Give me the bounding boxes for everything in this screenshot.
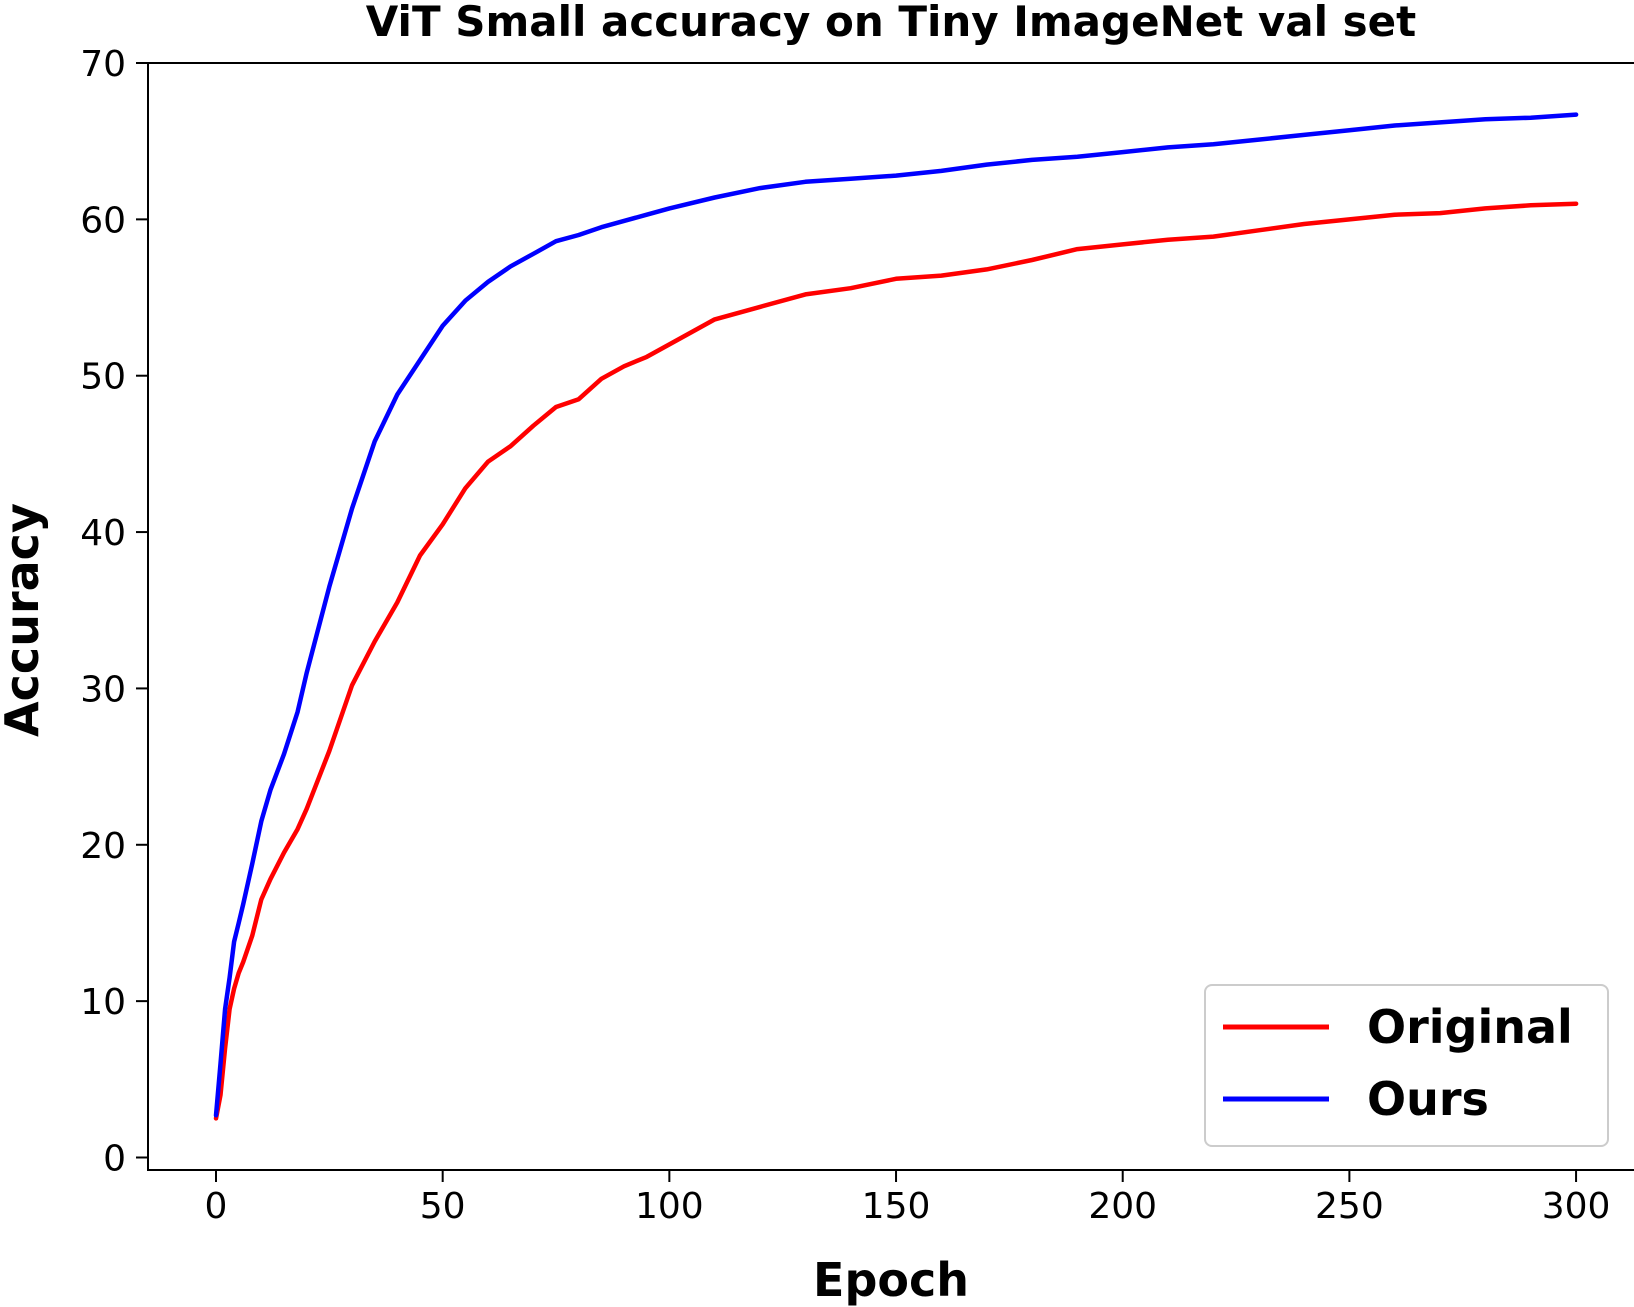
- y-tick-label: 70: [80, 44, 126, 85]
- legend: Original Ours: [1204, 984, 1609, 1147]
- legend-label-ours: Ours: [1367, 1072, 1489, 1126]
- y-tick-label: 40: [80, 513, 126, 554]
- y-tick-label: 30: [80, 669, 126, 710]
- x-axis-ticks: 0 50 100 150 200 250 300: [205, 1170, 1611, 1227]
- x-tick-label: 50: [420, 1186, 466, 1227]
- x-tick-label: 150: [862, 1186, 931, 1227]
- y-tick-label: 10: [80, 982, 126, 1023]
- series-line-ours: [213, 112, 1579, 1118]
- y-axis-label: Accuracy: [0, 503, 49, 737]
- plot-lines: [213, 112, 1579, 1121]
- x-tick-label: 200: [1088, 1186, 1157, 1227]
- series-line-original: [213, 201, 1579, 1121]
- chart-title: ViT Small accuracy on Tiny ImageNet val …: [366, 0, 1416, 46]
- y-tick-label: 50: [80, 357, 126, 398]
- y-tick-label: 20: [80, 826, 126, 867]
- legend-label-original: Original: [1367, 1000, 1573, 1054]
- plot-frame: [147, 62, 1634, 1171]
- y-axis-ticks: 0 10 20 30 40 50 60 70: [80, 44, 148, 1179]
- x-tick-label: 0: [205, 1186, 228, 1227]
- x-tick-label: 100: [635, 1186, 704, 1227]
- y-tick-label: 60: [80, 200, 126, 241]
- x-tick-label: 250: [1315, 1186, 1384, 1227]
- x-tick-label: 300: [1542, 1186, 1611, 1227]
- x-axis-label: Epoch: [813, 1253, 969, 1307]
- y-tick-label: 0: [103, 1138, 126, 1179]
